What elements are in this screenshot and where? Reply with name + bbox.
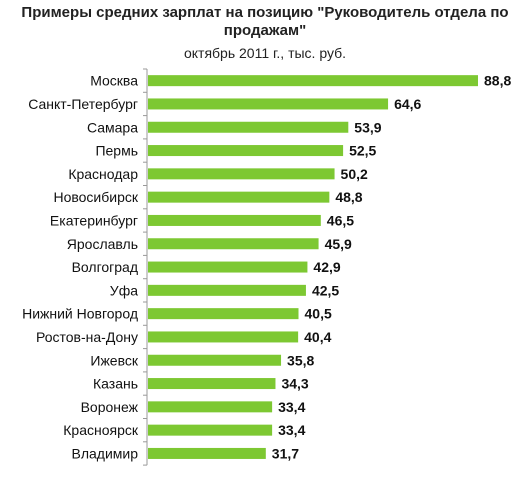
- category-label: Уфа: [110, 282, 138, 298]
- category-label: Ростов-на-Дону: [36, 329, 138, 345]
- bar: [148, 378, 276, 390]
- bar: [148, 191, 330, 203]
- value-label: 50,2: [341, 166, 368, 182]
- value-label: 46,5: [327, 212, 354, 228]
- value-label: 53,9: [354, 119, 381, 135]
- value-label: 42,5: [312, 282, 339, 298]
- value-label: 45,9: [325, 236, 352, 252]
- chart-subtitle: октябрь 2011 г., тыс. руб.: [183, 45, 347, 61]
- category-label: Красноярск: [63, 422, 139, 438]
- bar: [148, 331, 299, 343]
- category-label: Екатеринбург: [50, 212, 138, 228]
- bar: [148, 168, 335, 180]
- value-label: 33,4: [278, 399, 305, 415]
- category-label: Владимир: [71, 445, 138, 461]
- value-label: 64,6: [394, 96, 421, 112]
- value-label: 42,9: [313, 259, 340, 275]
- value-label: 48,8: [335, 189, 362, 205]
- value-label: 34,3: [281, 376, 308, 392]
- value-label: 40,4: [304, 329, 331, 345]
- category-label: Пермь: [95, 143, 138, 159]
- category-label: Ярославль: [67, 236, 138, 252]
- bar: [148, 238, 319, 250]
- value-label: 33,4: [278, 422, 305, 438]
- category-label: Ижевск: [90, 352, 138, 368]
- category-label: Казань: [93, 376, 138, 392]
- bar: [148, 75, 478, 87]
- bar: [148, 121, 349, 133]
- category-label: Санкт-Петербург: [28, 96, 138, 112]
- chart-title: Примеры средних зарплат на позицию "Руко…: [21, 4, 509, 39]
- value-label: 40,5: [305, 306, 332, 322]
- category-label: Нижний Новгород: [22, 306, 138, 322]
- bar: [148, 261, 308, 273]
- value-label: 35,8: [287, 352, 314, 368]
- bar: [148, 145, 344, 157]
- bar: [148, 284, 306, 296]
- value-label: 88,8: [484, 73, 511, 89]
- bar: [148, 98, 389, 110]
- category-label: Воронеж: [81, 399, 139, 415]
- value-label: 52,5: [349, 143, 376, 159]
- bar: [148, 354, 282, 366]
- category-label: Самара: [87, 119, 138, 135]
- bar: [148, 447, 266, 459]
- category-label: Новосибирск: [53, 189, 138, 205]
- bar: [148, 424, 273, 436]
- bar: [148, 401, 273, 413]
- category-label: Волгоград: [72, 259, 138, 275]
- category-label: Москва: [90, 73, 138, 89]
- bar: [148, 214, 321, 226]
- value-label: 31,7: [272, 445, 299, 461]
- category-label: Краснодар: [68, 166, 138, 182]
- bar: [148, 308, 299, 320]
